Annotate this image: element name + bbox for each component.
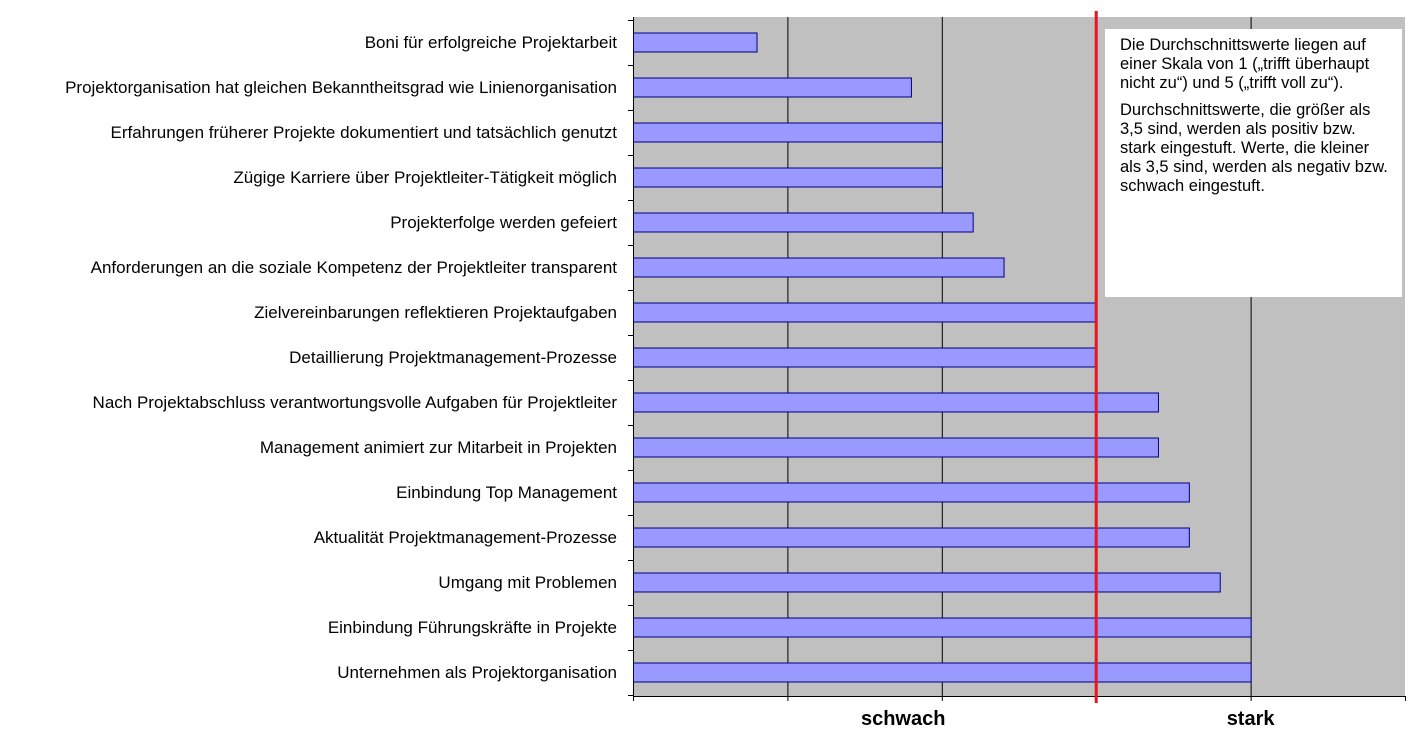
bar: [633, 167, 943, 188]
bar: [633, 437, 1159, 458]
category-label: Projekterfolge werden gefeiert: [390, 213, 617, 232]
bar: [633, 527, 1190, 548]
bar: [633, 572, 1221, 593]
category-label: Erfahrungen früherer Projekte dokumentie…: [110, 123, 617, 142]
note-paragraph-scale: Die Durchschnittswerte liegen auf einer …: [1120, 36, 1370, 92]
note-paragraph-threshold: Durchschnittswerte, die größer als 3,5 s…: [1120, 101, 1388, 195]
zone-label-weak: schwach: [861, 708, 945, 730]
category-label: Einbindung Top Management: [396, 483, 617, 502]
bar: [633, 77, 912, 98]
bar: [633, 482, 1190, 503]
category-label: Projektorganisation hat gleichen Bekannt…: [65, 78, 617, 97]
bar: [633, 212, 974, 233]
bar: [633, 122, 943, 143]
category-label: Nach Projektabschluss verantwortungsvoll…: [93, 393, 618, 412]
category-label: Zügige Karriere über Projektleiter-Tätig…: [233, 168, 617, 187]
category-label: Umgang mit Problemen: [438, 573, 617, 592]
bar: [633, 32, 758, 53]
category-label: Zielvereinbarungen reflektieren Projekta…: [254, 303, 617, 322]
bar: [633, 302, 1098, 323]
category-label: Aktualität Projektmanagement-Prozesse: [314, 528, 617, 547]
zone-label-strong: stark: [1227, 708, 1276, 730]
category-label: Management animiert zur Mitarbeit in Pro…: [260, 438, 617, 457]
category-label: Unternehmen als Projektorganisation: [337, 663, 617, 682]
category-label: Boni für erfolgreiche Projektarbeit: [365, 33, 618, 52]
bar: [633, 617, 1252, 638]
bar: [633, 257, 1005, 278]
category-label: Anforderungen an die soziale Kompetenz d…: [91, 258, 618, 277]
bar: [633, 392, 1159, 413]
bar: [633, 347, 1098, 368]
category-label: Einbindung Führungskräfte in Projekte: [328, 618, 617, 637]
bar: [633, 662, 1252, 683]
explanation-note: Die Durchschnittswerte liegen auf einer …: [1105, 29, 1402, 297]
category-label: Detaillierung Projektmanagement-Prozesse: [289, 348, 617, 367]
